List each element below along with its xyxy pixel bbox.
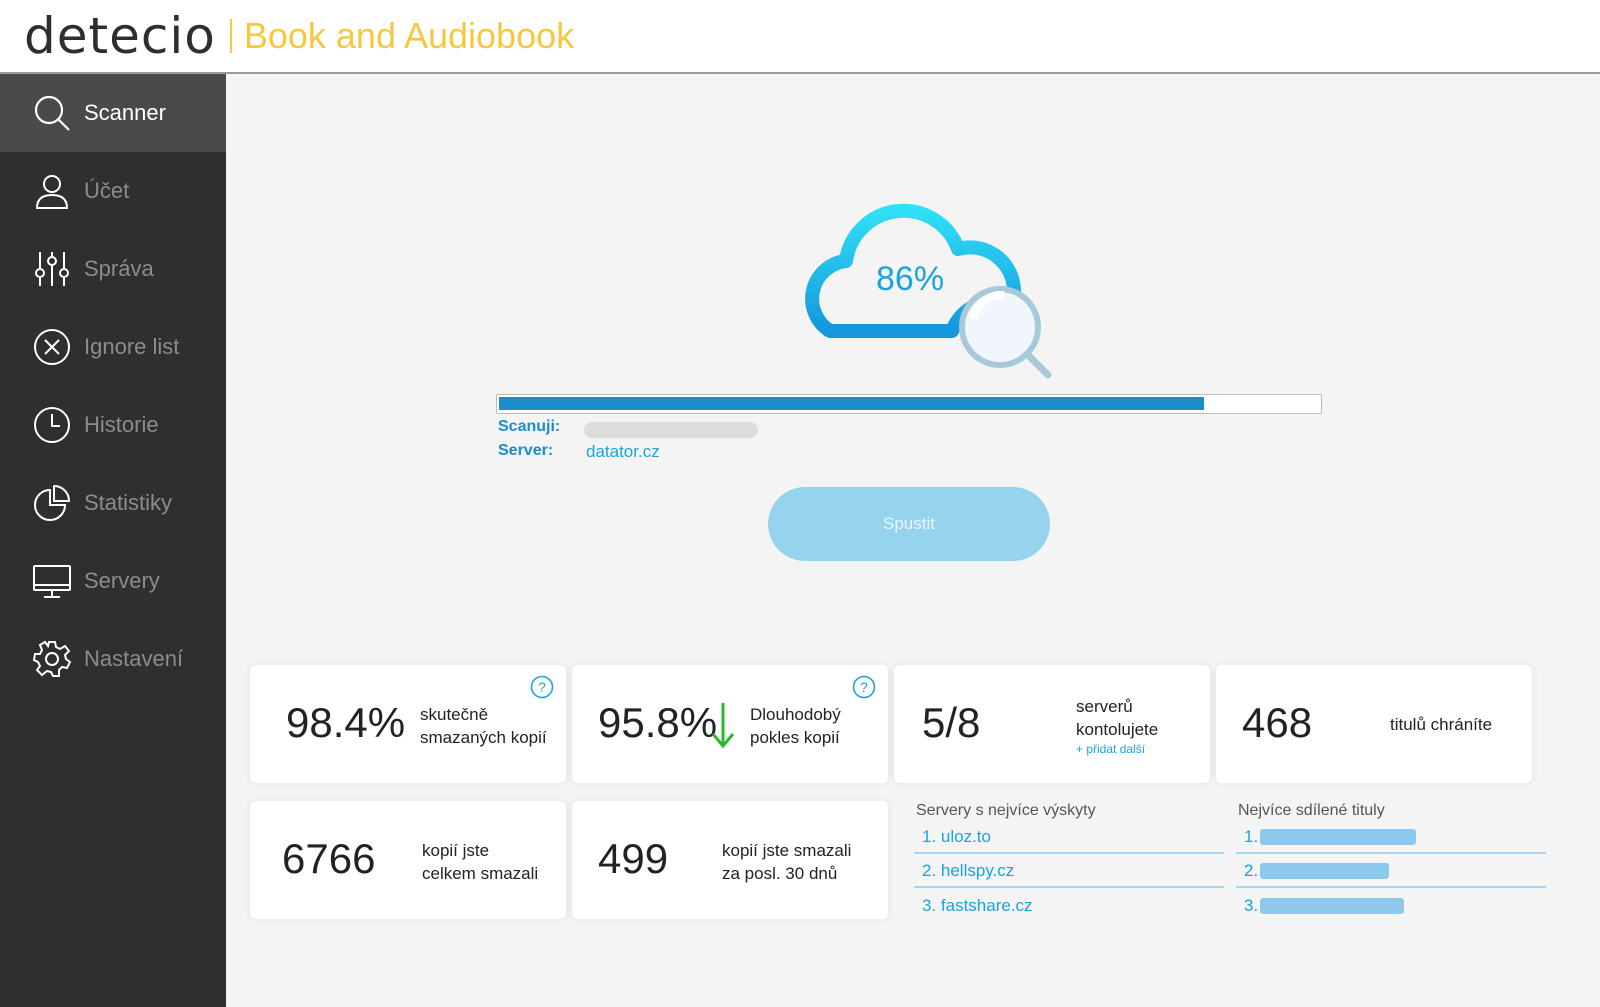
sidebar-item-servers[interactable]: Servery [0, 542, 226, 620]
pie-chart-icon [30, 481, 74, 525]
sidebar-item-account[interactable]: Účet [0, 152, 226, 230]
stat-label-line: Dlouhodobý [750, 705, 841, 724]
close-circle-icon [30, 325, 74, 369]
stat-card-decline: 95.8% Dlouhodobý pokles kopií ? [572, 665, 888, 783]
sliders-icon [30, 247, 74, 291]
stat-label: skutečně smazaných kopií [420, 703, 547, 749]
gear-icon [30, 637, 74, 681]
sidebar-item-scanner[interactable]: Scanner [0, 74, 226, 152]
cloud-search-icon [805, 203, 1052, 379]
stat-label-line: kopií jste [422, 841, 490, 860]
stat-label-line: celkem smazali [422, 864, 539, 883]
help-icon[interactable]: ? [530, 675, 554, 699]
top-servers-title: Servery s nejvíce výskyty [916, 802, 1096, 819]
top-server-item[interactable]: 3. fastshare.cz [922, 896, 1033, 915]
sidebar-item-label: Statistiky [84, 490, 173, 515]
stat-value: 95.8% [598, 699, 718, 746]
sidebar-item-statistics[interactable]: Statistiky [0, 464, 226, 542]
sidebar-item-settings[interactable]: Nastavení [0, 620, 226, 698]
sidebar: Scanner Účet Správa Ignore list Historie… [0, 74, 226, 1007]
svg-text:?: ? [538, 679, 546, 695]
user-icon [30, 169, 74, 213]
top-titles-title: Nejvíce sdílené tituly [1238, 802, 1385, 819]
stat-card-titles: 468 titulů chráníte [1216, 665, 1532, 783]
sidebar-item-history[interactable]: Historie [0, 386, 226, 464]
stat-label-line: serverů [1076, 697, 1133, 716]
top-title-redacted [1260, 829, 1417, 845]
product-title: Book and Audiobook [243, 15, 575, 56]
add-server-link[interactable]: + přidat další [1076, 742, 1146, 756]
top-title-redacted [1260, 863, 1390, 879]
sidebar-item-label: Ignore list [84, 334, 180, 359]
stat-label-line: kopií jste smazali [722, 841, 852, 860]
server-value: datator.cz [586, 442, 660, 461]
main-content: 86% Scanuji: Server: datator.cz Spustit … [226, 76, 1600, 1007]
logo-separator [229, 19, 232, 53]
scanning-value-redacted [584, 422, 758, 438]
sidebar-item-label: Servery [84, 568, 160, 593]
stat-label: serverů kontolujete [1076, 695, 1158, 741]
top-server-item[interactable]: 2. hellspy.cz [914, 856, 1224, 888]
stat-value: 499 [598, 835, 669, 882]
stat-label-line: kontolujete [1076, 720, 1159, 739]
sidebar-item-label: Účet [84, 178, 130, 203]
start-button[interactable]: Spustit [768, 487, 1050, 561]
clock-icon [30, 403, 74, 447]
top-title-rank: 3. [1244, 896, 1259, 915]
sidebar-item-management[interactable]: Správa [0, 230, 226, 308]
sidebar-item-ignore-list[interactable]: Ignore list [0, 308, 226, 386]
server-label: Server: [498, 442, 554, 459]
top-title-item[interactable]: 3. [1236, 890, 1546, 922]
sidebar-item-label: Scanner [84, 100, 166, 125]
app-logo: detecio [24, 7, 216, 65]
stat-label-line: skutečně [420, 705, 489, 724]
top-title-rank: 1. [1244, 827, 1259, 846]
stat-label: kopií jste smazali za posl. 30 dnů [722, 839, 851, 885]
top-title-rank: 2. [1244, 861, 1259, 880]
app-header: detecio Book and Audiobook [0, 0, 1600, 74]
stat-label: kopií jste celkem smazali [422, 839, 538, 885]
search-icon [30, 91, 74, 135]
scan-progress-fill [499, 397, 1204, 410]
monitor-icon [30, 559, 74, 603]
stat-label-line: pokles kopií [750, 728, 840, 747]
stat-label-line: za posl. 30 dnů [722, 864, 838, 883]
scan-percent: 86% [876, 260, 945, 298]
stat-value: 6766 [282, 835, 376, 882]
stat-card-last-30-days: 499 kopií jste smazali za posl. 30 dnů [572, 801, 888, 919]
stat-value: 98.4% [286, 699, 406, 746]
svg-text:?: ? [860, 679, 868, 695]
stat-label: Dlouhodobý pokles kopií [750, 703, 841, 749]
stat-label-line: smazaných kopií [420, 728, 547, 747]
stat-card-total-deleted: 6766 kopií jste celkem smazali [250, 801, 566, 919]
sidebar-item-label: Historie [84, 412, 159, 437]
stat-value: 5/8 [922, 699, 981, 746]
top-title-item[interactable]: 1. [1236, 822, 1546, 854]
stat-card-servers: 5/8 serverů kontolujete + přidat další [894, 665, 1210, 783]
stat-card-deleted: 98.4% skutečně smazaných kopií ? [250, 665, 566, 783]
top-server-item[interactable]: 1. uloz.to [914, 822, 1224, 854]
scan-progress-bar [496, 394, 1322, 414]
stat-value: 468 [1242, 699, 1313, 746]
top-title-item[interactable]: 2. [1236, 856, 1546, 888]
sidebar-item-label: Nastavení [84, 646, 184, 671]
stat-label: titulů chráníte [1390, 715, 1493, 734]
top-title-redacted [1260, 898, 1405, 914]
down-arrow-icon [711, 703, 735, 749]
sidebar-item-label: Správa [84, 256, 154, 281]
scanning-label: Scanuji: [498, 418, 561, 435]
help-icon[interactable]: ? [852, 675, 876, 699]
